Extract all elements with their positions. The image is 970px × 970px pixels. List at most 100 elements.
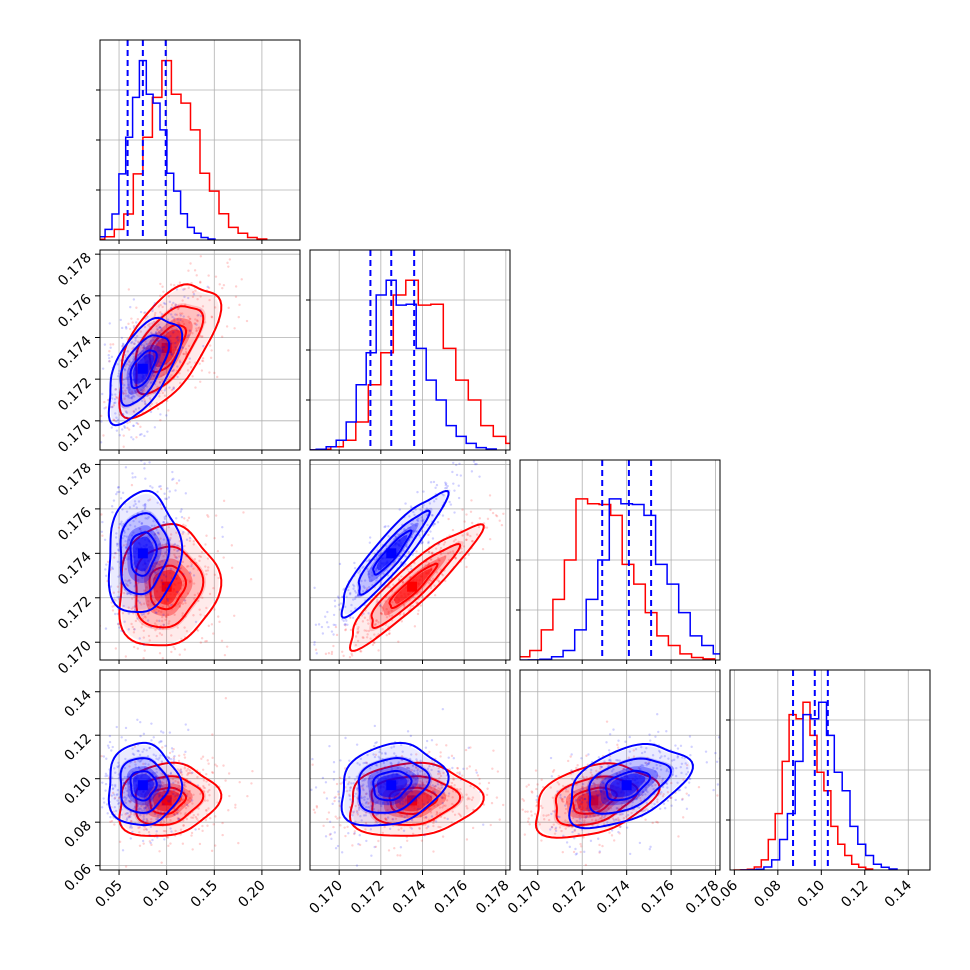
sample-point <box>606 821 609 824</box>
sample-point <box>117 623 120 626</box>
panel-2-1 <box>310 460 510 660</box>
sample-point <box>168 386 171 389</box>
sample-point <box>158 780 162 784</box>
sample-point <box>178 359 181 362</box>
sample-point <box>147 806 150 809</box>
sample-point <box>345 789 349 793</box>
sample-point <box>477 525 481 529</box>
sample-point <box>441 707 445 711</box>
sample-point <box>157 532 161 536</box>
sample-point <box>187 296 190 300</box>
sample-point <box>485 793 489 797</box>
sample-point <box>164 543 167 546</box>
sample-point <box>514 771 516 773</box>
sample-point <box>234 806 237 809</box>
sample-point <box>177 817 181 821</box>
sample-point <box>160 772 163 775</box>
sample-point <box>157 795 161 798</box>
sample-point <box>153 570 156 574</box>
sample-point <box>172 758 176 761</box>
sample-point <box>153 622 157 625</box>
sample-point <box>198 362 201 365</box>
sample-point <box>462 767 465 771</box>
sample-point <box>407 526 410 530</box>
sample-point <box>439 774 443 778</box>
sample-point <box>150 722 153 725</box>
sample-point <box>121 536 124 540</box>
sample-point <box>155 607 158 611</box>
sample-point <box>342 588 345 591</box>
sample-point <box>432 824 435 828</box>
sample-point <box>645 788 648 792</box>
sample-point <box>400 743 403 747</box>
sample-point <box>155 339 158 342</box>
sample-point <box>114 809 118 813</box>
x-tick-label: 0.170 <box>505 878 545 918</box>
sample-point <box>176 318 179 321</box>
sample-point <box>357 594 360 597</box>
sample-point <box>127 556 130 559</box>
sample-point <box>171 478 174 481</box>
sample-point <box>144 827 148 831</box>
sample-point <box>86 450 88 452</box>
sample-point <box>517 819 519 821</box>
sample-point <box>585 807 589 810</box>
sample-point <box>313 643 316 646</box>
sample-point <box>199 295 202 298</box>
sample-point <box>391 600 394 604</box>
sample-point <box>368 767 372 770</box>
sample-point <box>164 497 167 500</box>
sample-point <box>223 653 227 657</box>
sample-point <box>165 755 169 758</box>
sample-point <box>521 808 524 811</box>
sample-point <box>373 802 377 805</box>
sample-point <box>422 490 425 493</box>
sample-point <box>129 593 132 596</box>
sample-point <box>107 746 111 749</box>
sample-point <box>172 301 175 305</box>
sample-point <box>369 637 372 640</box>
sample-point <box>215 765 219 768</box>
panel-background <box>100 460 300 660</box>
sample-point <box>124 865 128 868</box>
sample-point <box>632 749 635 752</box>
sample-point <box>158 619 161 623</box>
sample-point <box>109 820 112 823</box>
sample-point <box>165 816 168 819</box>
sample-point <box>139 352 143 355</box>
sample-point <box>131 321 134 324</box>
sample-point <box>162 623 165 627</box>
sample-point <box>427 541 430 545</box>
sample-point <box>568 824 571 827</box>
sample-point <box>580 757 583 760</box>
sample-point <box>153 571 157 574</box>
sample-point <box>583 813 586 816</box>
sample-point <box>176 375 179 379</box>
sample-point <box>157 331 160 334</box>
sample-point <box>153 771 157 775</box>
sample-point <box>339 776 342 779</box>
density-peak <box>137 363 148 374</box>
sample-point <box>114 393 117 396</box>
sample-point <box>188 329 192 333</box>
sample-point <box>156 385 159 389</box>
sample-point <box>350 782 353 785</box>
sample-point <box>154 754 158 757</box>
sample-point <box>134 475 137 479</box>
sample-point <box>419 508 422 511</box>
sample-point <box>173 613 176 617</box>
sample-point <box>160 507 163 510</box>
sample-point <box>439 826 442 829</box>
sample-point <box>429 807 432 811</box>
sample-point <box>210 849 214 853</box>
sample-point <box>134 336 137 340</box>
sample-point <box>375 567 378 570</box>
sample-point <box>139 807 142 811</box>
sample-point <box>458 800 462 803</box>
sample-point <box>173 555 177 558</box>
sample-point <box>470 798 474 802</box>
sample-point <box>590 773 594 777</box>
sample-point <box>615 806 619 810</box>
sample-point <box>366 797 369 801</box>
sample-point <box>183 783 186 786</box>
